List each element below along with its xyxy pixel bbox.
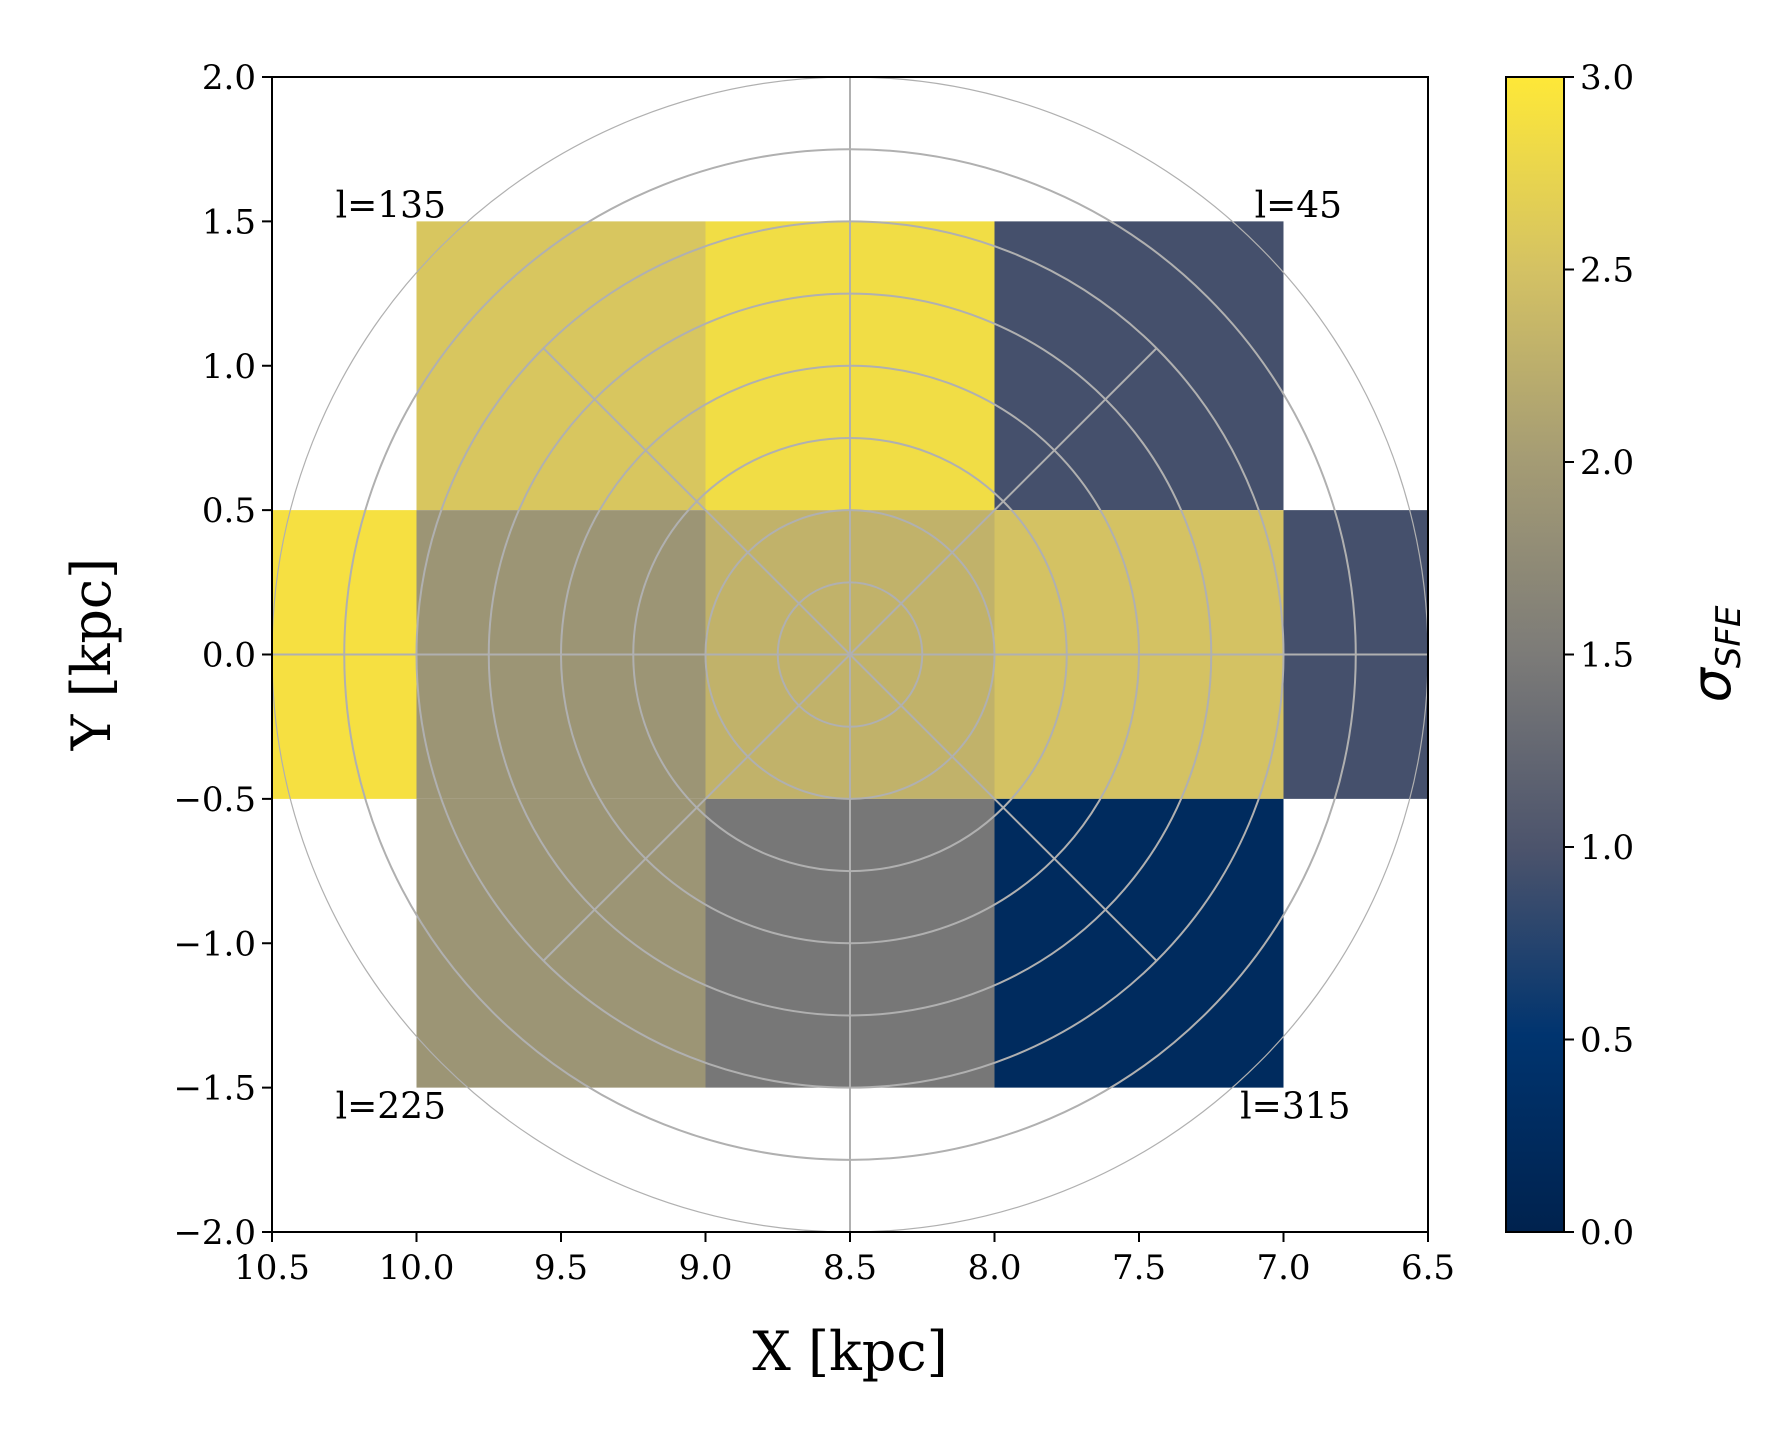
colorbar-tick-label: 1.5 — [1580, 636, 1634, 676]
x-tick-label: 8.0 — [967, 1248, 1021, 1288]
x-tick-label: 7.0 — [1256, 1248, 1310, 1288]
x-tick-label: 8.5 — [823, 1248, 877, 1288]
y-tick-label: −0.5 — [173, 780, 256, 820]
y-tick-label: 0.0 — [202, 636, 256, 676]
y-axis-ticks: 2.0 1.5 1.0 0.5 0.0 −0.5 −1.0 −1.5 −2.0 — [173, 58, 272, 1253]
y-tick-label: 1.5 — [202, 202, 256, 242]
y-tick-label: 1.0 — [202, 347, 256, 387]
y-tick-label: 0.5 — [202, 491, 256, 531]
x-axis-title: X [kpc] — [752, 1320, 947, 1383]
colorbar-tick-label: 2.0 — [1580, 443, 1634, 483]
grid-spoke — [849, 347, 1158, 656]
colorbar-title: σSFE — [1680, 605, 1749, 702]
colorbar-title-subscript: SFE — [1709, 605, 1749, 668]
y-tick-label: 2.0 — [202, 58, 256, 98]
quadrant-label: l=315 — [1240, 1086, 1350, 1127]
grid-spoke — [849, 653, 1158, 962]
colorbar-tick-label: 2.5 — [1580, 251, 1634, 291]
grid-spoke — [542, 653, 851, 962]
quadrant-label: l=135 — [336, 185, 446, 226]
y-tick-label: −1.5 — [173, 1069, 256, 1109]
x-tick-label: 6.5 — [1401, 1248, 1455, 1288]
colorbar-title-symbol: σ — [1680, 666, 1743, 702]
colorbar — [1505, 76, 1565, 1233]
x-tick-label: 9.0 — [678, 1248, 732, 1288]
y-tick-label: −2.0 — [173, 1213, 256, 1253]
colorbar-tick-label: 3.0 — [1580, 58, 1634, 98]
quadrant-label: l=225 — [336, 1086, 446, 1127]
x-axis-ticks: 10.5 10.0 9.5 9.0 8.5 8.0 7.5 7.0 6.5 — [234, 1232, 1455, 1288]
y-tick-label: −1.0 — [173, 924, 256, 964]
grid-spoke — [542, 347, 851, 656]
polar-grid-overlay — [271, 76, 1429, 1233]
colorbar-ticks: 0.0 0.5 1.0 1.5 2.0 2.5 3.0 — [1564, 58, 1634, 1253]
x-tick-label: 7.5 — [1112, 1248, 1166, 1288]
colorbar-tick-label: 0.5 — [1580, 1021, 1634, 1061]
x-tick-label: 10.5 — [234, 1248, 310, 1288]
colorbar-tick-label: 1.0 — [1580, 828, 1634, 868]
longitude-annotations: l=135 l=45 l=225 l=315 — [336, 185, 1351, 1127]
x-tick-label: 10.0 — [379, 1248, 455, 1288]
colorbar-tick-label: 0.0 — [1580, 1213, 1634, 1253]
y-axis-title: Y [kpc] — [60, 558, 123, 751]
x-tick-label: 9.5 — [534, 1248, 588, 1288]
quadrant-label: l=45 — [1255, 185, 1343, 226]
